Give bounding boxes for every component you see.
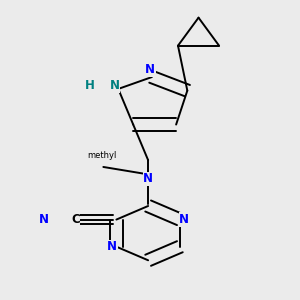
Text: N: N — [107, 240, 117, 253]
Text: N: N — [110, 79, 119, 92]
Text: H: H — [85, 79, 95, 92]
Text: N: N — [145, 63, 155, 76]
Text: methyl: methyl — [87, 151, 116, 160]
Text: N: N — [179, 213, 189, 226]
Text: N: N — [39, 213, 49, 226]
Text: N: N — [143, 172, 153, 185]
Text: C: C — [71, 213, 80, 226]
